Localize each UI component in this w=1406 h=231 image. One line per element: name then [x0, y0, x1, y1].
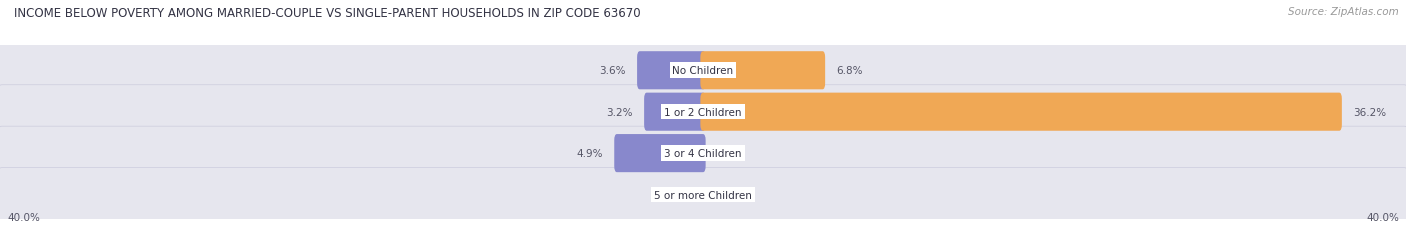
Text: 36.2%: 36.2%: [1354, 107, 1386, 117]
Text: 3.2%: 3.2%: [606, 107, 633, 117]
Text: 0.0%: 0.0%: [662, 190, 689, 200]
FancyBboxPatch shape: [644, 93, 706, 131]
Text: 3 or 4 Children: 3 or 4 Children: [664, 149, 742, 158]
Text: 3.6%: 3.6%: [599, 66, 626, 76]
Text: 6.8%: 6.8%: [837, 66, 863, 76]
FancyBboxPatch shape: [0, 127, 1406, 180]
Text: 40.0%: 40.0%: [1367, 212, 1399, 222]
Text: 0.0%: 0.0%: [717, 149, 744, 158]
FancyBboxPatch shape: [0, 44, 1406, 98]
Text: 5 or more Children: 5 or more Children: [654, 190, 752, 200]
Text: 40.0%: 40.0%: [7, 212, 39, 222]
Text: INCOME BELOW POVERTY AMONG MARRIED-COUPLE VS SINGLE-PARENT HOUSEHOLDS IN ZIP COD: INCOME BELOW POVERTY AMONG MARRIED-COUPL…: [14, 7, 641, 20]
Text: 1 or 2 Children: 1 or 2 Children: [664, 107, 742, 117]
Text: 4.9%: 4.9%: [576, 149, 603, 158]
Text: Source: ZipAtlas.com: Source: ZipAtlas.com: [1288, 7, 1399, 17]
FancyBboxPatch shape: [614, 134, 706, 172]
FancyBboxPatch shape: [0, 85, 1406, 139]
Text: 0.0%: 0.0%: [717, 190, 744, 200]
FancyBboxPatch shape: [700, 93, 1341, 131]
FancyBboxPatch shape: [0, 168, 1406, 222]
Text: No Children: No Children: [672, 66, 734, 76]
FancyBboxPatch shape: [637, 52, 706, 90]
FancyBboxPatch shape: [700, 52, 825, 90]
